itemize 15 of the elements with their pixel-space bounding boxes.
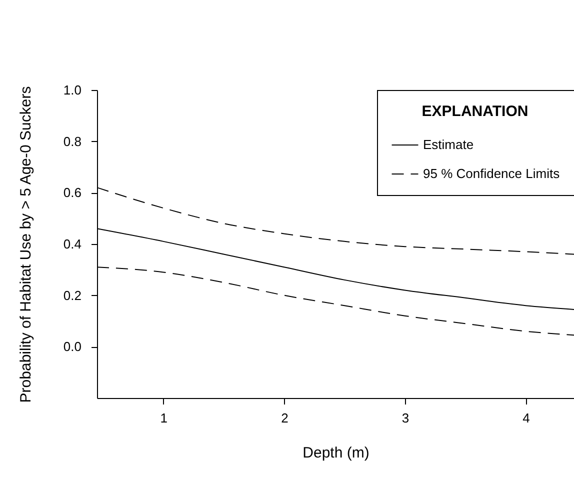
- x-tick-label: 1: [160, 410, 168, 426]
- y-tick-label: 0.4: [63, 236, 82, 252]
- y-tick-label: 0.2: [63, 288, 82, 303]
- legend-title: EXPLANATION: [422, 103, 528, 120]
- x-axis-title: Depth (m): [302, 444, 370, 462]
- y-tick-label: 0.0: [63, 339, 82, 354]
- legend-label: Estimate: [423, 137, 474, 152]
- legend-label: 95 % Confidence Limits: [423, 166, 560, 181]
- y-tick-label: 0.6: [63, 185, 82, 200]
- y-tick-label: 1.0: [63, 82, 82, 98]
- x-tick-label: 4: [522, 410, 530, 426]
- x-tick-label: 2: [281, 410, 288, 426]
- y-axis-title: Probability of Habitat Use by > 5 Age-0 Suckers: [17, 86, 34, 403]
- x-tick-label: 3: [402, 410, 410, 426]
- y-tick-label: 0.8: [63, 134, 82, 149]
